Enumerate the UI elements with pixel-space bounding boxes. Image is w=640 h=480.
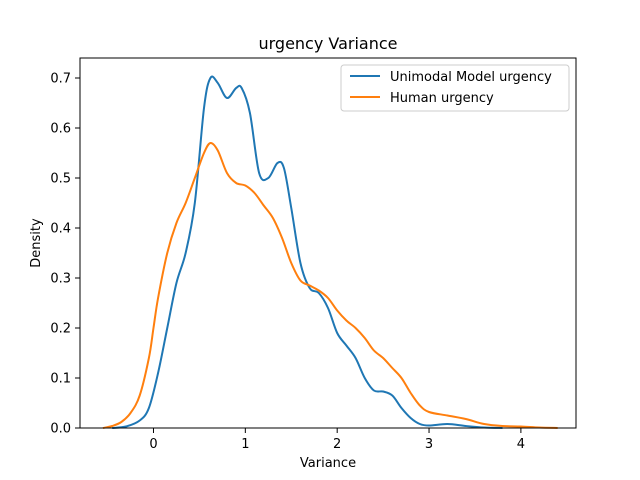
legend-box — [340, 64, 570, 112]
series-line-unimodal-model — [112, 75, 503, 429]
x-tick-label: 2 — [333, 437, 341, 452]
plot-lines — [102, 75, 558, 429]
y-tick-label: 0.4 — [50, 222, 71, 237]
x-tick-label: 3 — [425, 437, 433, 452]
plot-frame — [79, 57, 577, 429]
y-tick-label: 0.1 — [50, 372, 71, 387]
x-axis-label: Variance — [300, 456, 356, 471]
y-tick-label: 0.0 — [50, 422, 71, 437]
y-axis-label: Density — [29, 218, 44, 268]
legend-label-unimodal-model: Unimodal Model urgency — [390, 70, 552, 85]
y-axis-ticks: 0.0 0.1 0.2 0.3 0.4 0.5 0.6 0.7 — [50, 72, 80, 437]
y-tick-label: 0.6 — [50, 122, 71, 137]
legend-label-human: Human urgency — [390, 91, 494, 106]
x-tick-label: 0 — [149, 437, 157, 452]
series-line-human — [102, 141, 558, 429]
x-axis-ticks: 0 1 2 3 4 — [149, 428, 525, 452]
legend: Unimodal Model urgency Human urgency — [340, 64, 570, 112]
y-tick-label: 0.5 — [50, 172, 71, 187]
y-tick-label: 0.2 — [50, 322, 71, 337]
y-tick-label: 0.7 — [50, 72, 71, 87]
y-tick-label: 0.3 — [50, 272, 71, 287]
chart-title: urgency Variance — [258, 34, 397, 53]
x-tick-label: 4 — [517, 437, 525, 452]
x-tick-label: 1 — [241, 437, 249, 452]
